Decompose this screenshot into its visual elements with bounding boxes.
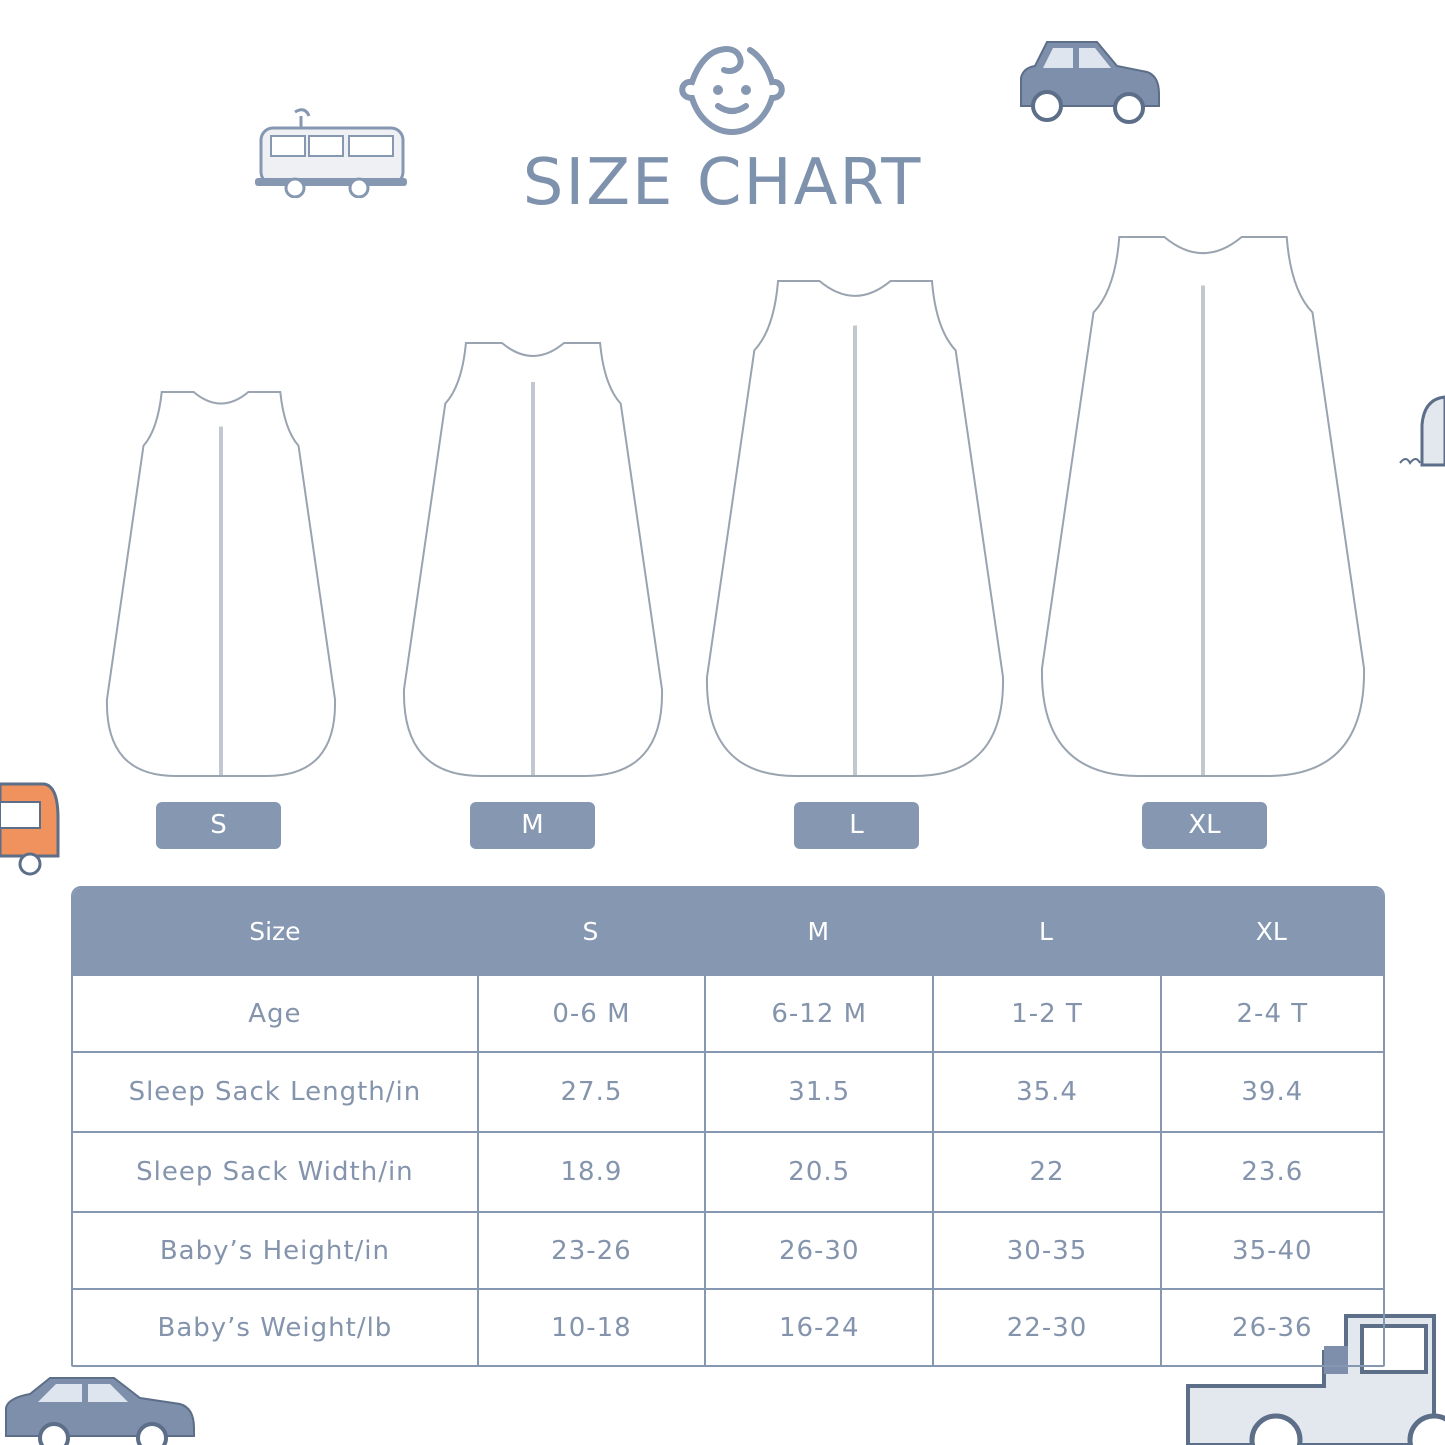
column-header: Size [73, 888, 477, 974]
size-badge-s: S [156, 802, 281, 849]
table-cell: 39.4 [1159, 1051, 1383, 1131]
table-row: Baby’s Height/in 23-26 26-30 30-35 35-40 [73, 1211, 1383, 1288]
size-badge-m: M [470, 802, 595, 849]
table-cell: 27.5 [476, 1051, 705, 1131]
page-title: SIZE CHART [522, 146, 923, 220]
table-cell: 20.5 [704, 1131, 933, 1211]
table-row: Sleep Sack Width/in 18.9 20.5 22 23.6 [73, 1131, 1383, 1211]
table-cell: 35-40 [1159, 1211, 1383, 1288]
pickup-truck-icon [1186, 1314, 1445, 1445]
table-cell: 1-2 T [932, 974, 1160, 1051]
table-cell: 26-36 [1159, 1288, 1383, 1365]
size-badge-l: L [794, 802, 919, 849]
table-cell: 0-6 M [476, 974, 705, 1051]
size-badge-xl: XL [1142, 802, 1267, 849]
table-row: Age 0-6 M 6-12 M 1-2 T 2-4 T [73, 974, 1383, 1051]
table-cell: 10-18 [476, 1288, 705, 1365]
car-icon [1399, 395, 1445, 467]
table-row: Sleep Sack Length/in 27.5 31.5 35.4 39.4 [73, 1051, 1383, 1131]
sleep-sack-illustrations [105, 236, 1366, 777]
table-cell: 22-30 [932, 1288, 1160, 1365]
car-icon [1020, 41, 1160, 124]
column-header: M [704, 888, 933, 974]
baby-face-icon [679, 46, 785, 136]
table-cell: 16-24 [704, 1288, 933, 1365]
column-header: S [476, 888, 705, 974]
row-label: Age [73, 974, 477, 1051]
row-label: Baby’s Height/in [73, 1211, 477, 1288]
row-label: Sleep Sack Length/in [73, 1051, 477, 1131]
row-label: Baby’s Weight/lb [73, 1288, 477, 1365]
row-label: Sleep Sack Width/in [73, 1131, 477, 1211]
table-header-row: Size S M L XL [73, 888, 1383, 974]
table-cell: 26-30 [704, 1211, 933, 1288]
table-row: Baby’s Weight/lb 10-18 16-24 22-30 26-36 [73, 1288, 1383, 1365]
table-cell: 23.6 [1159, 1131, 1383, 1211]
car-icon [5, 1377, 195, 1445]
table-cell: 30-35 [932, 1211, 1160, 1288]
table-cell: 18.9 [476, 1131, 705, 1211]
table-cell: 22 [932, 1131, 1160, 1211]
van-icon [255, 108, 407, 198]
table-cell: 2-4 T [1159, 974, 1383, 1051]
size-table: Size S M L XL Age 0-6 M 6-12 M 1-2 T 2-4 T Sl… [71, 886, 1385, 1367]
table-cell: 6-12 M [704, 974, 933, 1051]
column-header: XL [1159, 888, 1383, 974]
column-header: L [932, 888, 1160, 974]
table-cell: 31.5 [704, 1051, 933, 1131]
camper-icon [0, 782, 60, 876]
table-cell: 23-26 [476, 1211, 705, 1288]
table-cell: 35.4 [932, 1051, 1160, 1131]
